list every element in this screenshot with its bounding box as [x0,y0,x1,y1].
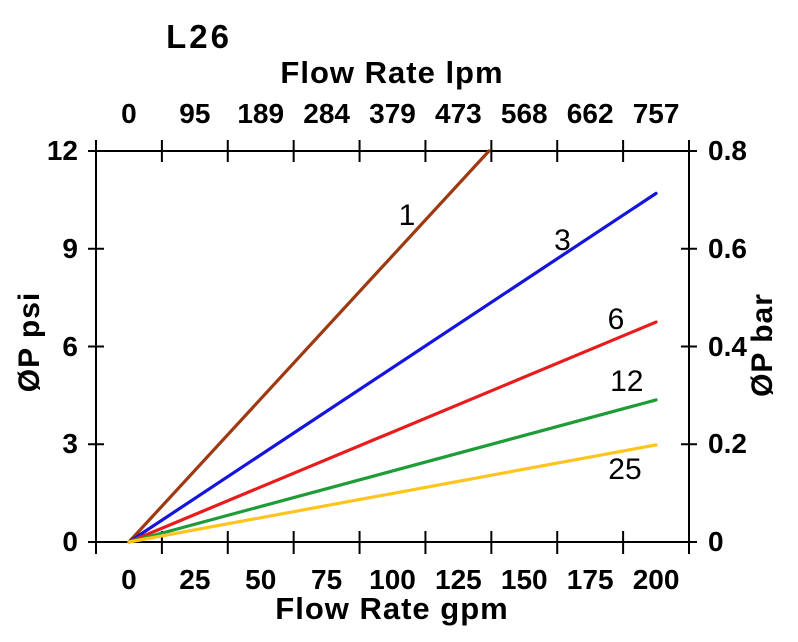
bottom-tick-label: 100 [369,564,416,595]
top-tick-label: 284 [303,98,350,129]
curve-label-1: 1 [398,199,416,233]
curve-label-25: 25 [608,452,642,486]
left-tick-label: 0 [62,526,78,557]
top-tick-label: 0 [121,98,137,129]
bottom-tick-label: 0 [121,564,137,595]
left-tick-label: 6 [62,330,78,362]
series-line-6 [127,320,658,544]
bottom-tick-label: 25 [179,564,211,595]
right-tick-label: 0 [708,526,724,557]
series-line-3 [127,191,658,544]
chart-title: L26 [166,18,232,55]
top-tick-label: 662 [566,98,614,129]
right-axis-title: ØP bar [746,293,779,397]
right-tick-label: 0.4 [708,330,747,362]
left-tick-label: 12 [46,135,78,166]
right-tick-label: 0.8 [708,135,747,166]
left-axis-title: ØP psi [13,291,46,393]
curve-label-12: 12 [610,365,644,399]
top-tick-label: 568 [500,98,548,129]
top-tick-label: 473 [435,98,482,129]
series-line-25 [127,443,658,544]
left-tick-label: 3 [62,428,78,460]
curve-label-6: 6 [607,302,625,336]
right-tick-label: 0.6 [708,232,747,264]
bottom-axis-title: Flow Rate gpm [275,591,509,626]
bottom-tick-label: 125 [435,564,482,595]
bottom-tick-label: 150 [500,564,548,595]
top-axis-title: Flow Rate lpm [280,55,504,90]
curve-label-3: 3 [554,223,571,257]
bottom-tick-label: 200 [632,564,680,595]
series-line-12 [127,398,658,544]
bottom-tick-label: 50 [245,564,277,595]
top-tick-label: 95 [179,98,211,129]
top-tick-label: 379 [369,98,416,129]
bottom-tick-label: 175 [566,564,614,595]
series-line-1 [127,149,491,544]
top-tick-label: 757 [632,98,680,129]
bottom-tick-label: 75 [311,564,343,595]
top-tick-label: 189 [237,98,285,129]
right-tick-label: 0.2 [708,428,747,460]
left-tick-label: 9 [62,232,78,264]
